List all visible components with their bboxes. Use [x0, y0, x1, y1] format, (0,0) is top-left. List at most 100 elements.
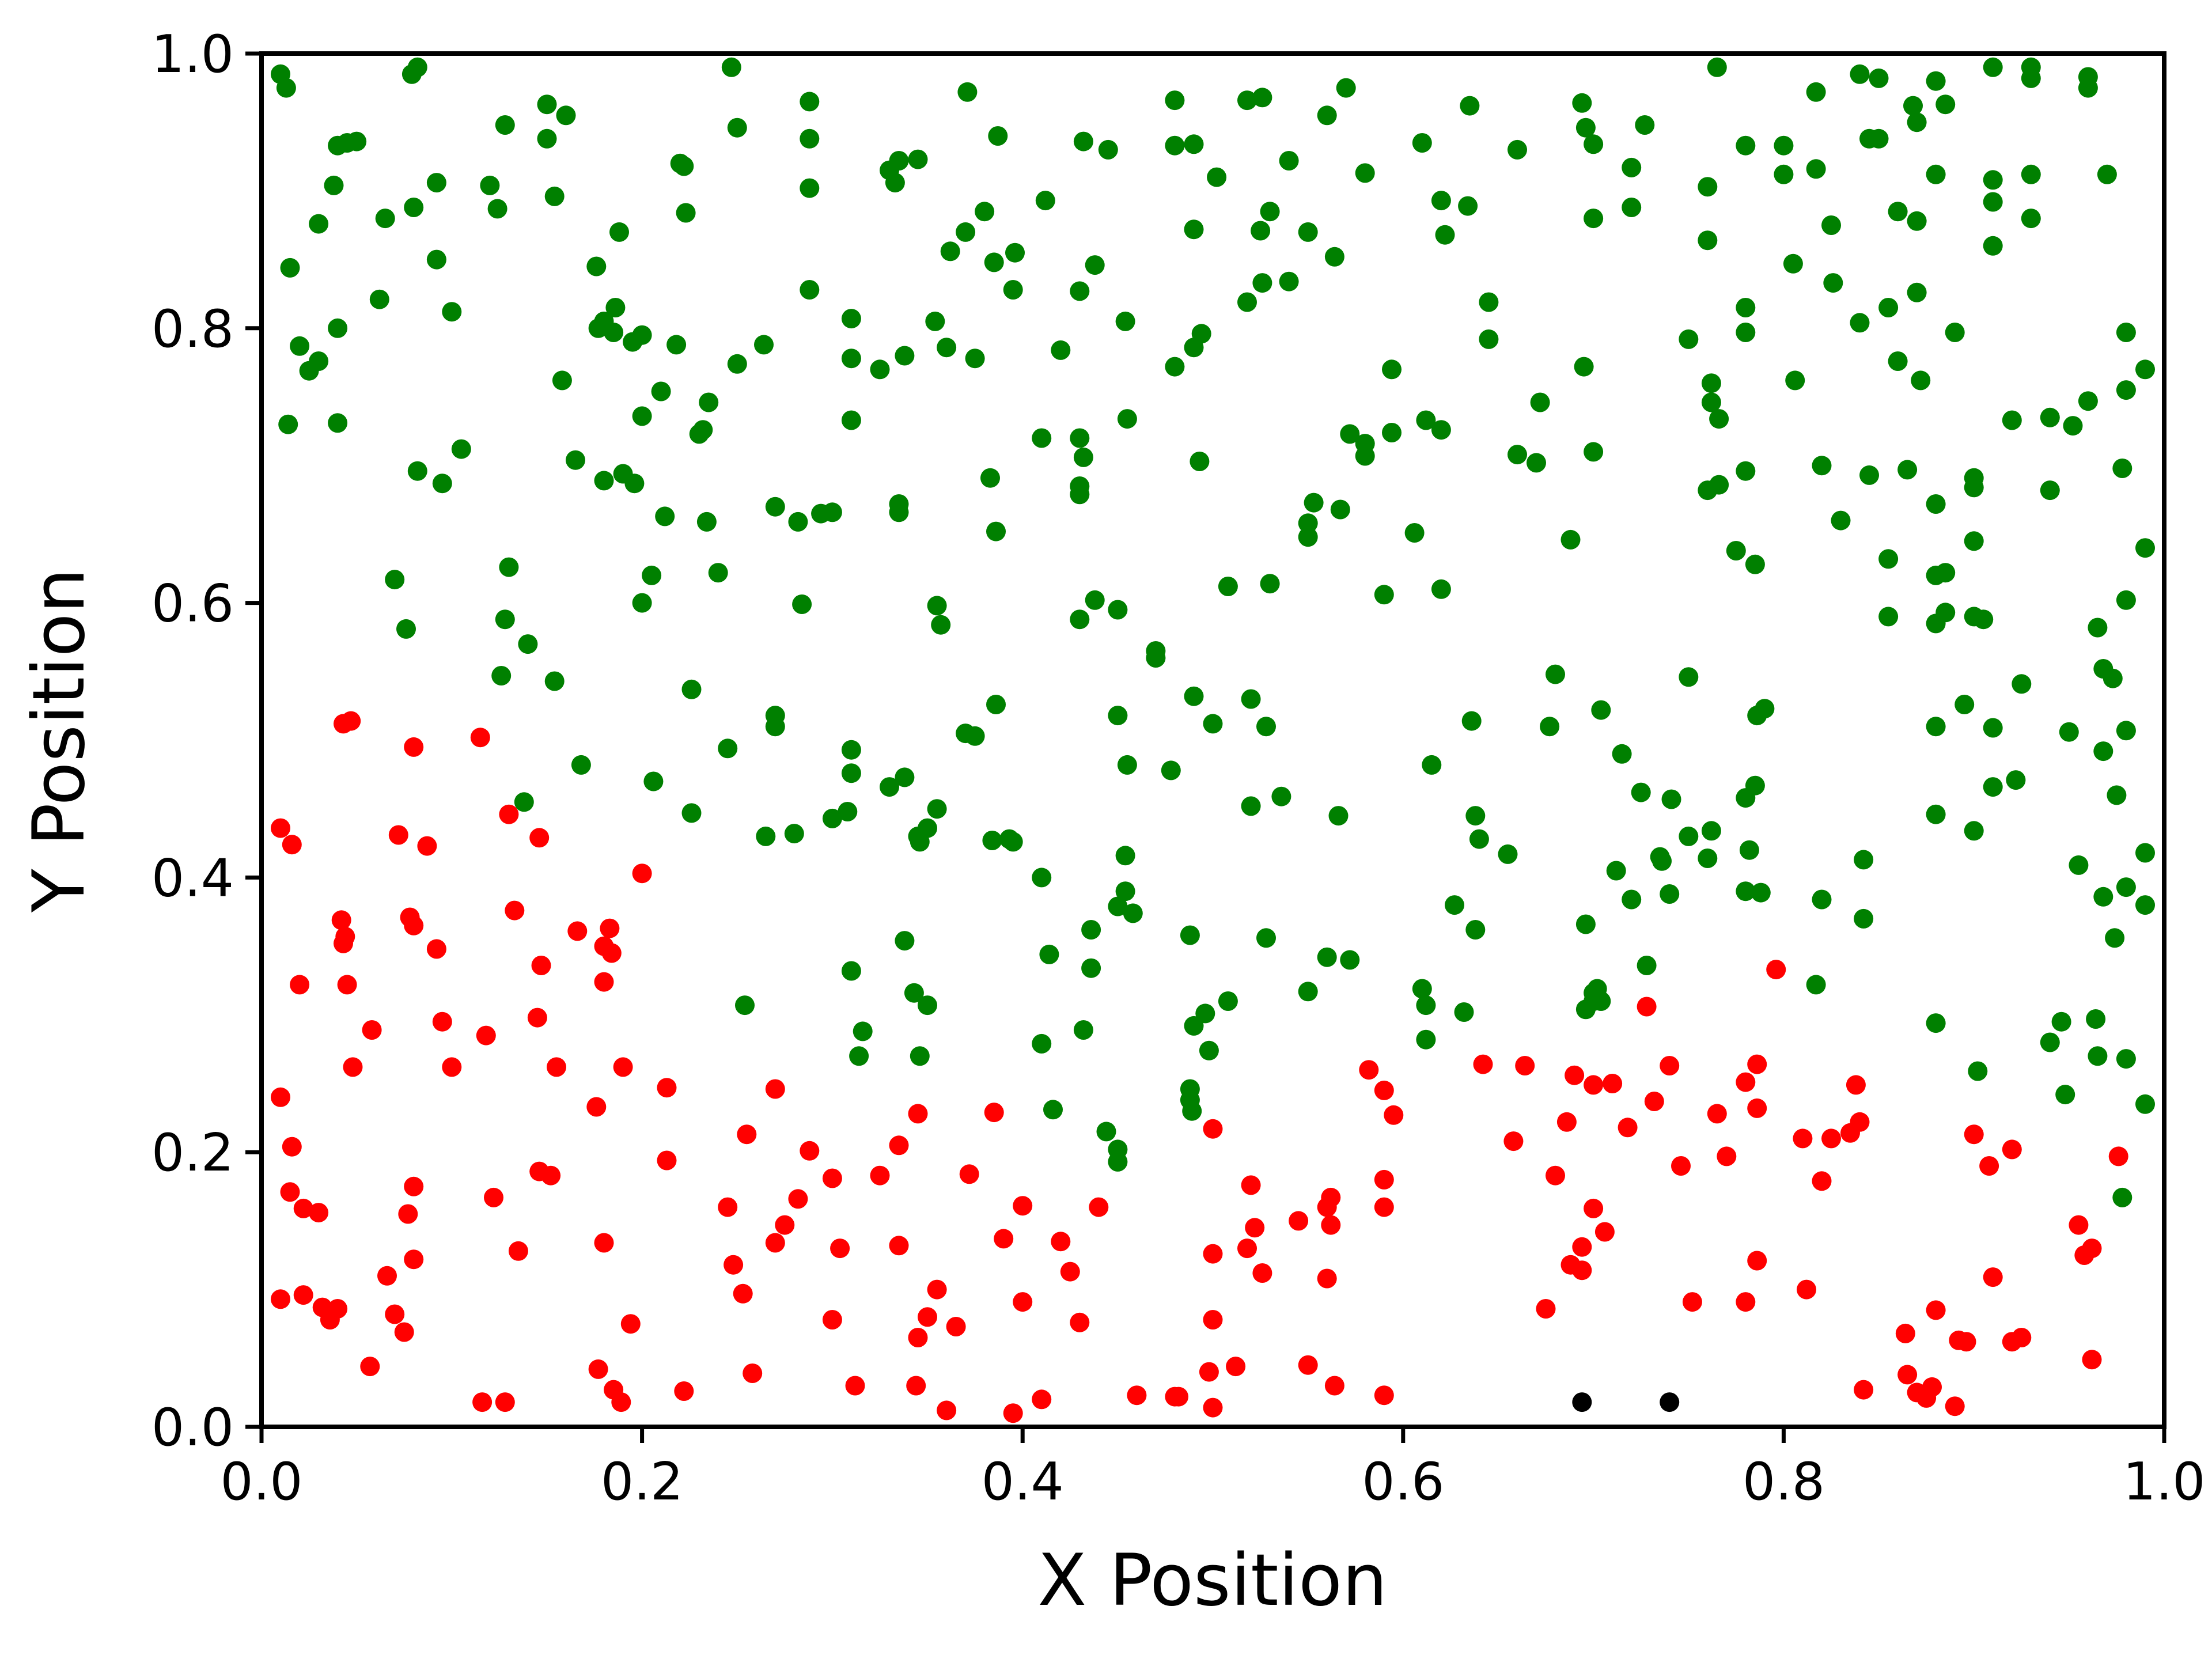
data-point — [1565, 1065, 1585, 1085]
data-point — [299, 361, 319, 381]
data-point — [2116, 323, 2136, 342]
data-point — [1013, 1292, 1033, 1312]
data-point — [1821, 215, 1841, 235]
data-point — [651, 381, 671, 402]
data-point — [1594, 1222, 1615, 1242]
data-point — [2093, 887, 2113, 907]
data-point — [765, 1233, 785, 1253]
data-point — [1298, 527, 1318, 547]
data-point — [1736, 1072, 1756, 1092]
data-point — [2082, 1238, 2102, 1259]
data-point — [1203, 1310, 1223, 1330]
data-point — [1527, 453, 1546, 473]
data-point — [1184, 134, 1204, 154]
data-point — [396, 619, 416, 639]
data-point — [278, 414, 298, 434]
data-point — [681, 803, 702, 823]
data-point — [1572, 1260, 1592, 1281]
y-axis-title: Y Position — [18, 568, 101, 913]
data-point — [1115, 846, 1135, 866]
data-point — [1936, 94, 1956, 115]
data-point — [567, 921, 588, 941]
data-point — [586, 1097, 607, 1117]
data-point — [1983, 777, 2003, 797]
data-point — [1907, 112, 1927, 132]
data-point — [918, 995, 937, 1016]
data-point — [1926, 1300, 1946, 1320]
data-point — [699, 392, 719, 412]
data-point — [337, 975, 357, 995]
data-point — [822, 808, 842, 828]
axis-ticks: 0.0 0.2 0.4 0.6 0.8 1.0 0.0 0.2 0.4 0.6 0.8 1.0 — [151, 24, 2206, 1512]
data-point — [2040, 1032, 2060, 1052]
data-point — [1983, 236, 2003, 256]
data-point — [1806, 159, 1826, 179]
data-point — [1806, 975, 1826, 995]
data-point — [1081, 958, 1101, 978]
data-point — [906, 1376, 926, 1396]
data-point — [1736, 788, 1756, 808]
data-point — [940, 241, 960, 262]
data-point — [544, 186, 565, 206]
data-point — [1416, 1029, 1436, 1050]
data-point — [280, 1182, 300, 1202]
data-point — [1416, 410, 1436, 430]
data-point — [1736, 323, 1756, 342]
data-point — [800, 280, 820, 300]
data-point — [666, 335, 687, 355]
data-point — [1073, 447, 1093, 467]
data-point — [1146, 648, 1166, 668]
data-point — [1964, 531, 1984, 551]
data-point — [1530, 392, 1550, 412]
data-point — [800, 178, 820, 198]
data-point — [1355, 163, 1375, 183]
data-point — [1123, 903, 1143, 923]
data-point — [1165, 135, 1185, 156]
data-point — [1199, 1040, 1219, 1060]
data-point — [1584, 209, 1604, 229]
data-point — [1070, 281, 1090, 301]
data-point — [1355, 446, 1375, 466]
data-point — [1631, 782, 1651, 802]
data-point — [1679, 329, 1699, 349]
data-point — [1431, 191, 1451, 211]
data-point — [1698, 849, 1718, 868]
data-point — [600, 918, 620, 938]
data-point — [1926, 494, 1946, 514]
data-point — [908, 1328, 928, 1347]
data-point — [841, 763, 861, 783]
data-point — [309, 1203, 329, 1223]
data-point — [271, 1087, 290, 1107]
data-point — [1298, 1355, 1318, 1375]
data-point — [280, 257, 300, 278]
data-point — [1854, 850, 1874, 870]
data-point — [1974, 609, 1994, 630]
data-point — [1747, 1098, 1767, 1118]
data-point — [328, 413, 348, 433]
data-point — [1416, 995, 1436, 1016]
data-point — [407, 461, 427, 481]
data-point — [1330, 499, 1350, 520]
data-point — [925, 311, 945, 331]
data-point — [2135, 538, 2155, 558]
data-point — [1458, 196, 1478, 216]
data-point — [293, 1198, 313, 1218]
data-point — [1911, 370, 1931, 391]
data-point — [1003, 832, 1023, 852]
data-point — [1184, 219, 1204, 240]
data-point — [2069, 855, 2089, 875]
data-point — [1431, 420, 1451, 440]
data-point — [1591, 700, 1611, 720]
data-point — [1473, 1054, 1493, 1074]
data-point — [1812, 1171, 1832, 1191]
data-point — [674, 1381, 694, 1401]
data-point — [910, 1046, 930, 1066]
data-point — [1237, 1238, 1257, 1259]
data-point — [1241, 1175, 1261, 1195]
data-point — [2055, 1085, 2075, 1105]
data-point — [676, 203, 696, 223]
data-point — [1701, 373, 1721, 393]
data-point — [1540, 717, 1560, 737]
data-point — [1618, 1118, 1638, 1138]
data-point — [1774, 135, 1794, 156]
